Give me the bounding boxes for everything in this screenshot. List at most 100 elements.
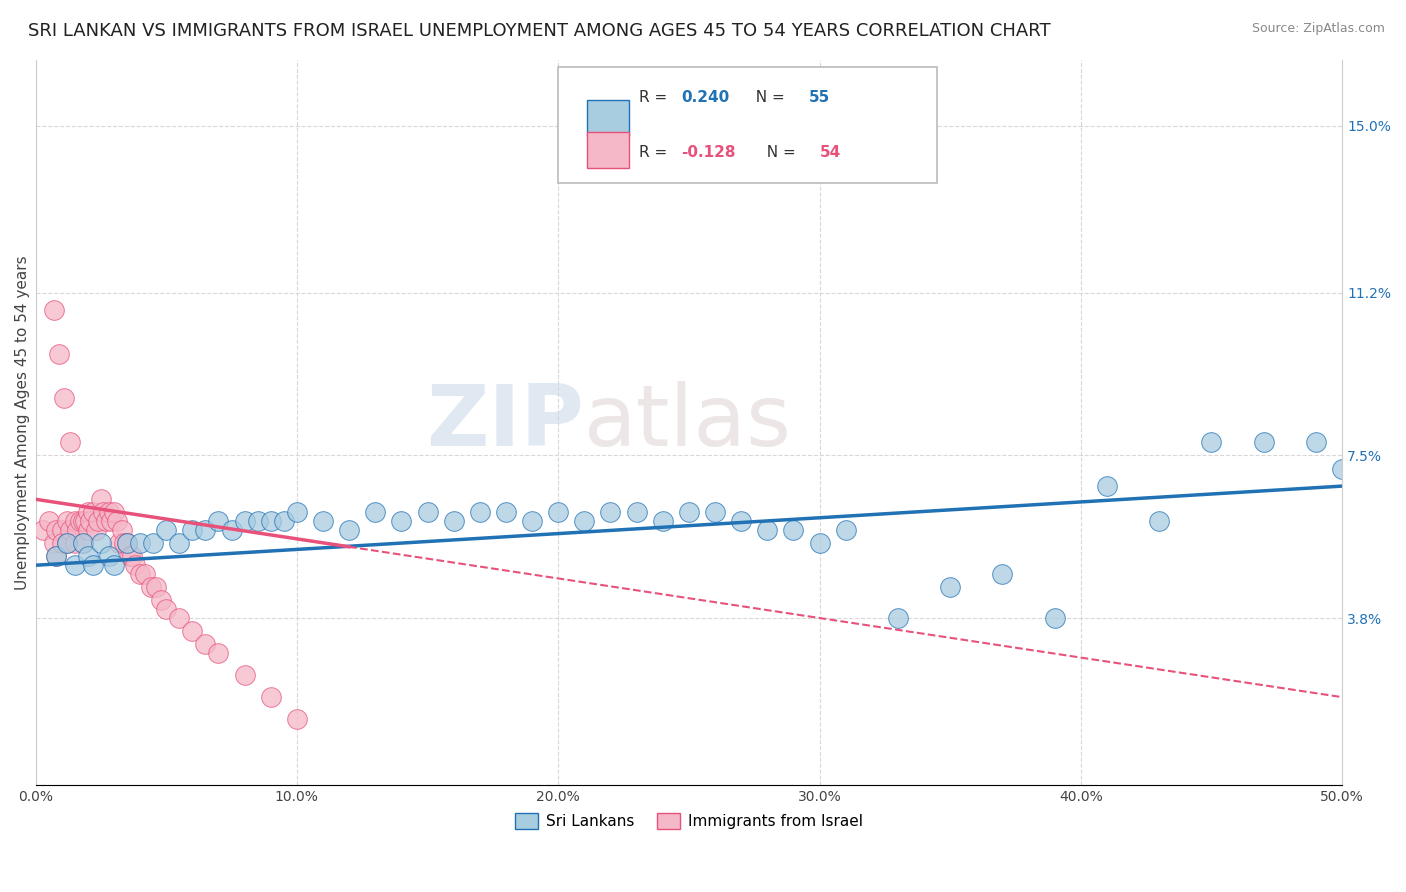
Text: 55: 55 [808,90,831,105]
Point [207,646,229,660]
Point [56,514,79,528]
Point [115,536,138,550]
Point [97,549,120,564]
Point [704,506,727,520]
Point [87,514,110,528]
Point [730,514,752,528]
Point [51,536,73,550]
Point [233,514,256,528]
Text: N =: N = [747,90,790,105]
Point [121,549,143,564]
Point [72,536,94,550]
Point [63,558,86,573]
Text: 54: 54 [820,145,841,160]
Point [285,506,308,520]
Point [808,536,831,550]
Point [599,506,621,520]
Text: R =: R = [640,90,672,105]
Point [1095,479,1118,493]
Point [103,558,125,573]
Point [260,514,283,528]
Point [1201,435,1223,450]
Point [285,712,308,726]
Point [1331,461,1354,475]
Point [666,128,689,142]
Point [221,523,243,537]
Point [169,536,191,550]
Point [58,523,80,537]
Point [118,549,141,564]
Point [45,523,67,537]
Point [93,506,115,520]
Point [887,611,910,625]
Text: -0.128: -0.128 [681,145,735,160]
Point [124,558,146,573]
Point [56,536,79,550]
Point [76,549,98,564]
Point [79,514,101,528]
Point [111,523,134,537]
Point [76,523,98,537]
Point [678,506,700,520]
Point [112,536,135,550]
Point [66,523,89,537]
Point [273,514,295,528]
Point [574,514,596,528]
Point [142,536,165,550]
Point [97,506,120,520]
Point [1305,435,1327,450]
Point [108,536,131,550]
Point [337,523,360,537]
Point [134,567,156,582]
Point [90,492,112,507]
Point [260,690,283,705]
Point [233,668,256,682]
Point [51,523,73,537]
Text: SRI LANKAN VS IMMIGRANTS FROM ISRAEL UNEMPLOYMENT AMONG AGES 45 TO 54 YEARS CORR: SRI LANKAN VS IMMIGRANTS FROM ISRAEL UNE… [28,22,1050,40]
Point [45,549,67,564]
Text: R =: R = [640,145,672,160]
Point [389,514,412,528]
Point [48,347,70,361]
Point [75,514,97,528]
Point [626,506,648,520]
Point [181,624,204,639]
Point [72,514,94,528]
Point [364,506,387,520]
Legend: Sri Lankans, Immigrants from Israel: Sri Lankans, Immigrants from Israel [509,807,869,836]
Point [105,514,128,528]
Point [94,514,117,528]
Point [651,514,673,528]
Point [58,435,80,450]
Point [443,514,465,528]
Point [155,602,177,616]
Text: N =: N = [756,145,800,160]
Point [38,514,60,528]
Point [207,514,229,528]
FancyBboxPatch shape [558,67,936,183]
Point [939,580,962,594]
Text: ZIP: ZIP [426,381,585,464]
Point [150,593,173,607]
Point [194,523,217,537]
Point [169,611,191,625]
Point [63,536,86,550]
Point [72,536,94,550]
Point [1147,514,1170,528]
Point [139,580,162,594]
Point [42,536,65,550]
Point [129,536,152,550]
Point [782,523,804,537]
Point [181,523,204,537]
Point [84,523,107,537]
Y-axis label: Unemployment Among Ages 45 to 54 years: Unemployment Among Ages 45 to 54 years [15,255,30,590]
Point [468,506,491,520]
Point [100,514,122,528]
Point [69,514,91,528]
Point [312,514,335,528]
Point [246,514,269,528]
Point [834,523,856,537]
Point [145,580,167,594]
Point [82,506,104,520]
Point [416,506,439,520]
